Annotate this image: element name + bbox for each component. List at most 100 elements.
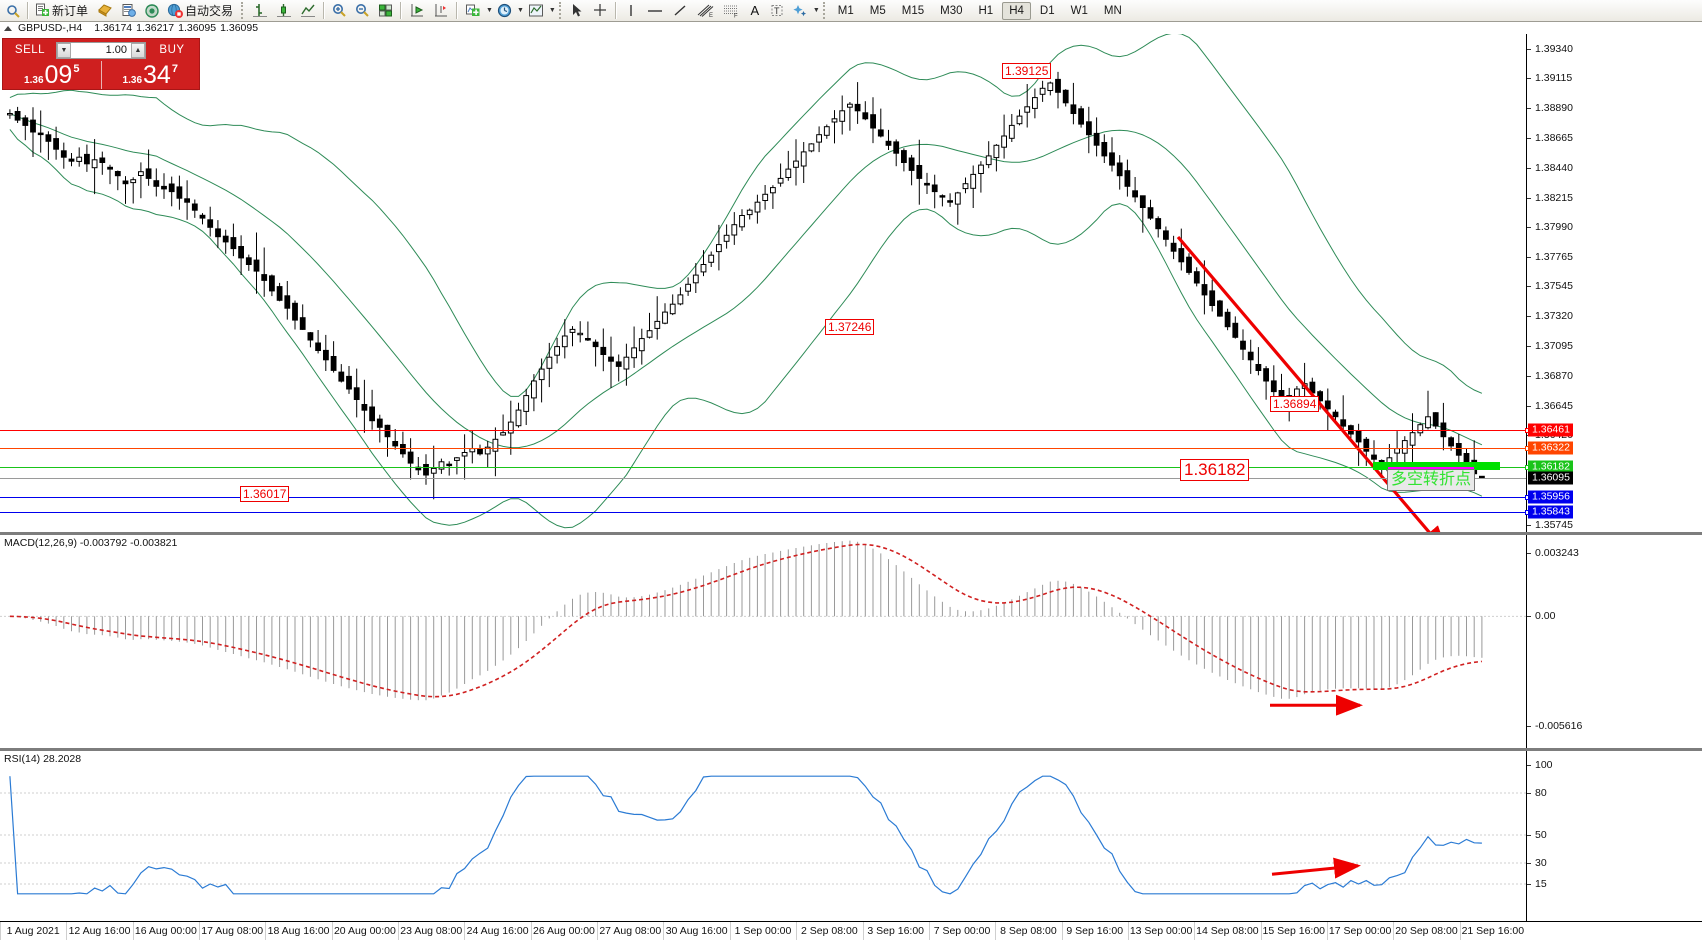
text-icon[interactable]: A bbox=[750, 3, 760, 18]
auto-scroll-icon[interactable] bbox=[430, 1, 452, 21]
time-tick: 18 Aug 16:00 bbox=[267, 925, 330, 937]
svg-text:F: F bbox=[734, 13, 738, 18]
one-click-trading-prices: 1.36 09 5 1.36 34 7 bbox=[3, 61, 199, 89]
price-level-line[interactable] bbox=[0, 446, 1530, 452]
buy-price-fraction: 7 bbox=[171, 63, 178, 75]
time-tick: 15 Sep 16:00 bbox=[1262, 925, 1326, 937]
timeframe-m5[interactable]: M5 bbox=[869, 4, 886, 17]
svg-text:E: E bbox=[709, 13, 713, 18]
current-price-label[interactable]: 1.36095 bbox=[1528, 471, 1573, 485]
price-level-orange[interactable]: 1.36322 bbox=[1528, 441, 1573, 455]
price-level-line[interactable] bbox=[0, 427, 1530, 433]
time-gridline bbox=[0, 922, 1, 940]
rsi-canvas bbox=[0, 775, 1526, 895]
timeframe-mn[interactable]: MN bbox=[1103, 4, 1122, 17]
navigator-icon[interactable] bbox=[141, 1, 163, 21]
crosshair-icon[interactable] bbox=[589, 1, 611, 21]
toolbar-separator-4 bbox=[456, 2, 459, 19]
price-tick: 1.37545 bbox=[1527, 280, 1573, 293]
rsi-pane[interactable]: RSI(14) 28.2028 100 80 50 30 15 bbox=[0, 751, 1702, 921]
time-tick: 9 Sep 16:00 bbox=[1066, 925, 1124, 937]
price-level-red[interactable]: 1.36461 bbox=[1528, 423, 1573, 437]
rsi-tick: 100 bbox=[1527, 759, 1553, 771]
annotation-low[interactable]: 1.36017 bbox=[240, 486, 290, 502]
zoom-out-icon[interactable] bbox=[352, 1, 373, 21]
time-tick: 17 Aug 08:00 bbox=[201, 925, 264, 937]
price-level-line[interactable] bbox=[0, 478, 1526, 480]
sell-button-label[interactable]: SELL bbox=[14, 44, 46, 56]
zoom-in-icon[interactable] bbox=[329, 1, 350, 21]
time-gridline bbox=[331, 922, 333, 940]
timeframe-w1[interactable]: W1 bbox=[1070, 4, 1088, 17]
search-icon[interactable] bbox=[3, 1, 23, 21]
candlesticks bbox=[7, 71, 1485, 500]
fibonacci-retracement-icon[interactable]: F bbox=[719, 1, 743, 21]
annotation-mid[interactable]: 1.37246 bbox=[825, 319, 875, 335]
volume-decrease-button[interactable]: ▼ bbox=[57, 42, 71, 58]
autotrading-button[interactable]: 自动交易 bbox=[165, 1, 237, 21]
equidistant-channel-icon[interactable]: E bbox=[693, 1, 717, 21]
chart-shift-icon[interactable] bbox=[406, 1, 428, 21]
annotation-trend[interactable]: 1.36894 bbox=[1270, 396, 1320, 412]
timeframe-m30[interactable]: M30 bbox=[940, 4, 963, 17]
price-level-line[interactable] bbox=[0, 509, 1530, 515]
time-tick: 14 Sep 08:00 bbox=[1196, 925, 1259, 937]
macd-pane[interactable]: MACD(12,26,9) -0.003792 -0.003821 0.0032… bbox=[0, 535, 1702, 748]
sell-price-button[interactable]: 1.36 09 5 bbox=[3, 61, 101, 89]
time-gridline bbox=[663, 922, 665, 940]
add-indicator-chevron-down-icon[interactable]: ▼ bbox=[486, 7, 493, 14]
bar-chart-icon[interactable] bbox=[249, 1, 271, 21]
horizontal-line-icon[interactable] bbox=[643, 1, 667, 21]
volume-stepper[interactable]: ▼ 1.00 ▲ bbox=[56, 41, 146, 59]
time-gridline bbox=[199, 922, 201, 940]
shapes-chevron-down-icon[interactable]: ▼ bbox=[812, 7, 820, 14]
timeframe-d1[interactable]: D1 bbox=[1039, 4, 1055, 17]
annotation-support[interactable]: 1.36182 bbox=[1180, 459, 1250, 481]
templates-chevron-down-icon[interactable]: ▼ bbox=[548, 7, 556, 14]
price-level-green[interactable]: 1.36182 bbox=[1528, 460, 1573, 474]
vertical-line-icon[interactable] bbox=[621, 1, 641, 21]
ohlc-close: 1.36095 bbox=[220, 22, 259, 34]
pane-divider-2[interactable] bbox=[0, 748, 1702, 751]
cursor-icon[interactable] bbox=[567, 1, 587, 21]
buy-price-button[interactable]: 1.36 34 7 bbox=[100, 61, 200, 89]
price-level-blue-1[interactable]: 1.35956 bbox=[1528, 490, 1573, 504]
candlestick-chart-icon[interactable] bbox=[273, 1, 295, 21]
period-clock-icon[interactable] bbox=[494, 1, 515, 21]
templates-icon[interactable] bbox=[525, 1, 547, 21]
price-level-line[interactable] bbox=[0, 494, 1530, 500]
new-order-button[interactable]: 新订单 bbox=[33, 1, 92, 21]
price-axis[interactable]: 1.39340 1.39115 1.38890 1.38665 1.38440 1.382… bbox=[1526, 34, 1702, 532]
data-window-icon[interactable] bbox=[118, 1, 139, 21]
volume-input[interactable]: 1.00 bbox=[105, 44, 127, 56]
add-indicator-icon[interactable] bbox=[462, 1, 484, 21]
price-chart-pane[interactable]: 1.39340 1.39115 1.38890 1.38665 1.38440 1.382… bbox=[0, 34, 1702, 532]
line-chart-icon[interactable] bbox=[297, 1, 319, 21]
timeframe-m15[interactable]: M15 bbox=[901, 4, 925, 17]
timeframe-m1[interactable]: M1 bbox=[837, 4, 854, 17]
chinese-annotation-note[interactable]: 多空转折点 bbox=[1387, 467, 1476, 491]
expert-advisors-icon[interactable] bbox=[94, 1, 116, 21]
toolbar-separator-5 bbox=[614, 2, 617, 19]
buy-button-label[interactable]: BUY bbox=[159, 44, 185, 56]
trendline-icon[interactable] bbox=[669, 1, 691, 21]
collapse-triangle-icon[interactable] bbox=[4, 25, 12, 31]
macd-axis[interactable]: 0.003243 0.00 -0.005616 bbox=[1526, 535, 1702, 748]
price-level-line[interactable] bbox=[0, 464, 1530, 470]
time-tick: 3 Sep 16:00 bbox=[867, 925, 925, 937]
price-level-blue-2[interactable]: 1.35843 bbox=[1528, 505, 1573, 519]
shapes-icon[interactable] bbox=[789, 1, 811, 21]
rsi-axis[interactable]: 100 80 50 30 15 bbox=[1526, 751, 1702, 921]
timeframe-h1[interactable]: H1 bbox=[978, 4, 994, 17]
pane-divider-1[interactable] bbox=[0, 532, 1702, 535]
timeframe-h4[interactable]: H4 bbox=[1002, 1, 1031, 20]
time-axis[interactable]: 1 Aug 2021 12 Aug 16:00 16 Aug 00:00 17 Aug… bbox=[0, 921, 1702, 940]
annotation-high[interactable]: 1.39125 bbox=[1002, 63, 1052, 79]
timeframe-group: M1 M5 M15 M30 H1 H4 D1 W1 MN bbox=[830, 1, 1130, 20]
tile-windows-icon[interactable] bbox=[375, 1, 396, 21]
time-tick: 1 Aug 2021 bbox=[6, 925, 60, 937]
text-label-icon[interactable]: T bbox=[767, 1, 787, 21]
period-chevron-down-icon[interactable]: ▼ bbox=[516, 7, 524, 14]
time-gridline bbox=[398, 922, 400, 940]
volume-increase-button[interactable]: ▲ bbox=[131, 42, 145, 58]
